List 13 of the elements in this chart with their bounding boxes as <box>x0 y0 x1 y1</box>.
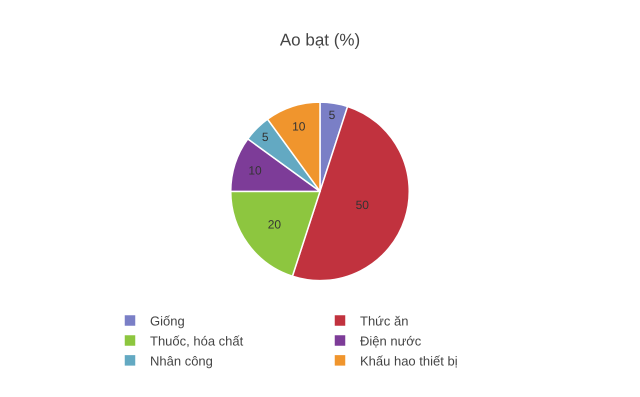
chart-title: Ao bạt (%) <box>280 30 360 50</box>
data-label: 5 <box>262 130 269 144</box>
legend-label: Thuốc, hóa chất <box>150 334 244 349</box>
legend-label: Khấu hao thiết bị <box>360 353 458 368</box>
legend-label: Thức ăn <box>360 314 408 329</box>
legend-label: Nhân công <box>150 353 213 368</box>
legend-label: Điện nước <box>360 334 422 349</box>
data-label: 5 <box>328 108 336 122</box>
data-label: 20 <box>268 217 282 232</box>
data-label: 10 <box>292 120 306 134</box>
legend-label: Giống <box>150 314 185 329</box>
data-label: 10 <box>248 163 262 178</box>
data-label: 50 <box>356 198 370 212</box>
